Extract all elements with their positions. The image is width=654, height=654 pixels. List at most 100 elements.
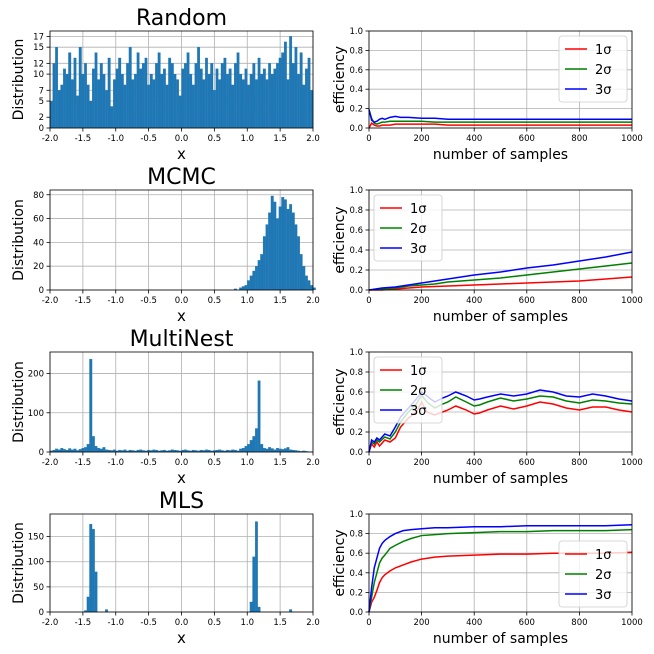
x-tick-label: 800: [571, 134, 587, 144]
histogram-bar: [257, 606, 261, 613]
histogram-bar: [294, 224, 298, 291]
x-tick-label: 600: [519, 134, 535, 144]
x-tick-label: -1.0: [107, 618, 124, 628]
histogram-bar: [307, 280, 311, 291]
histogram-bar: [247, 444, 250, 453]
histogram-bar: [244, 446, 248, 453]
histogram-bar: [241, 79, 245, 129]
chart-title: MCMC: [147, 165, 216, 190]
y-tick-label: 150: [28, 533, 44, 543]
x-tick-label: 400: [466, 458, 482, 468]
histogram-bar: [273, 68, 277, 129]
histogram-bar: [84, 447, 87, 453]
histogram-bar: [286, 447, 290, 453]
histogram-bar: [283, 448, 287, 453]
histogram-bar: [78, 47, 82, 129]
histogram-bars: [234, 195, 316, 291]
histogram-bar: [252, 270, 256, 291]
histogram-bar: [255, 79, 258, 129]
histogram-bars: [84, 521, 293, 613]
legend-label-2sigma: 2σ: [595, 63, 612, 78]
histogram-bar: [257, 380, 261, 453]
x-tick-label: 0.5: [208, 458, 222, 468]
histogram-bar: [252, 556, 256, 613]
y-tick-label: 0.0: [349, 608, 363, 618]
y-tick-label: 0.8: [349, 530, 363, 540]
histogram-bar: [270, 448, 274, 453]
y-tick-label: 0.8: [349, 46, 363, 56]
x-tick-label: 600: [519, 618, 535, 628]
histogram-bar: [294, 47, 298, 129]
x-tick-label: 1.5: [273, 296, 287, 306]
x-tick-label: 2.0: [306, 618, 320, 628]
histogram-bar: [162, 68, 166, 129]
histogram-bar: [260, 254, 264, 291]
x-tick-label: 200: [413, 296, 429, 306]
series-lines: [368, 524, 633, 613]
histogram-bar: [70, 79, 74, 129]
histogram-bar: [73, 448, 77, 453]
histogram-bar: [228, 68, 232, 129]
histogram-bar: [231, 84, 235, 129]
y-axis-label: efficiency: [332, 529, 348, 596]
x-tick-label: 1.0: [240, 458, 254, 468]
histogram-bar: [181, 68, 185, 129]
histogram-bar: [265, 448, 269, 453]
histogram-bars: [49, 36, 314, 129]
y-tick-label: 2: [39, 113, 44, 123]
legend-label-3sigma: 3σ: [410, 242, 427, 257]
histogram-bar: [286, 208, 290, 291]
histogram-bar: [94, 446, 98, 453]
x-tick-label: -0.5: [140, 296, 157, 306]
histogram-bar: [276, 447, 279, 453]
histogram-bar: [165, 84, 169, 129]
histogram-bar: [55, 47, 58, 129]
histogram-bar: [170, 63, 174, 129]
legend-label-3sigma: 3σ: [410, 404, 427, 419]
y-tick-label: 7: [39, 86, 44, 96]
chart-title: MLS: [159, 489, 204, 514]
histogram-bar: [281, 197, 285, 291]
histogram-bar: [94, 571, 98, 613]
histogram-bar: [91, 528, 95, 613]
y-tick-label: 0.2: [349, 105, 363, 115]
y-axis-label: Distribution: [11, 39, 27, 121]
y-tick-label: 1.0: [349, 510, 363, 520]
series-line-1sigma: [368, 551, 633, 613]
y-tick-label: 0.6: [349, 388, 363, 398]
y-tick-label: 0.2: [349, 266, 363, 276]
x-tick-label: 0: [366, 458, 371, 468]
x-tick-label: -2.0: [42, 458, 59, 468]
y-tick-label: 0.4: [349, 85, 363, 95]
y-tick-label: 50: [33, 583, 44, 593]
y-tick-label: 0: [39, 124, 44, 134]
histogram-bar: [139, 68, 143, 129]
y-tick-label: 0.8: [349, 206, 363, 216]
histogram-bar: [291, 212, 295, 291]
y-tick-label: 20: [33, 262, 44, 272]
histogram-bar: [249, 275, 253, 291]
chart-title: Random: [136, 6, 227, 31]
histogram-bar: [262, 236, 266, 291]
series-lines: [368, 251, 633, 291]
histogram-bar: [89, 100, 93, 129]
histogram-bar: [281, 449, 285, 453]
legend-label-2sigma: 2σ: [410, 384, 427, 399]
y-tick-label: 1.0: [349, 186, 363, 196]
x-axis-label: number of samples: [433, 309, 568, 325]
histogram-bar: [299, 254, 303, 291]
y-tick-label: 0: [39, 608, 44, 618]
series-line-3sigma: [368, 109, 632, 124]
x-tick-label: 400: [466, 134, 482, 144]
histogram-bar: [299, 52, 303, 129]
y-axis-label: Distribution: [11, 199, 27, 281]
x-tick-label: 0.0: [175, 618, 189, 628]
histogram-bar: [307, 57, 311, 129]
legend-label-1sigma: 1σ: [410, 202, 427, 217]
histogram-bar: [276, 63, 279, 129]
histogram-bar: [73, 57, 77, 129]
histogram-bar: [99, 448, 103, 453]
series-line-3sigma: [368, 524, 633, 613]
histogram-bar: [278, 57, 282, 129]
multinest-hist-panel: -2.0 -1.5 -1.0 -0.5 0.0 0.5 1.0 1.5 2.0 0 100 200 x D…: [11, 327, 320, 487]
